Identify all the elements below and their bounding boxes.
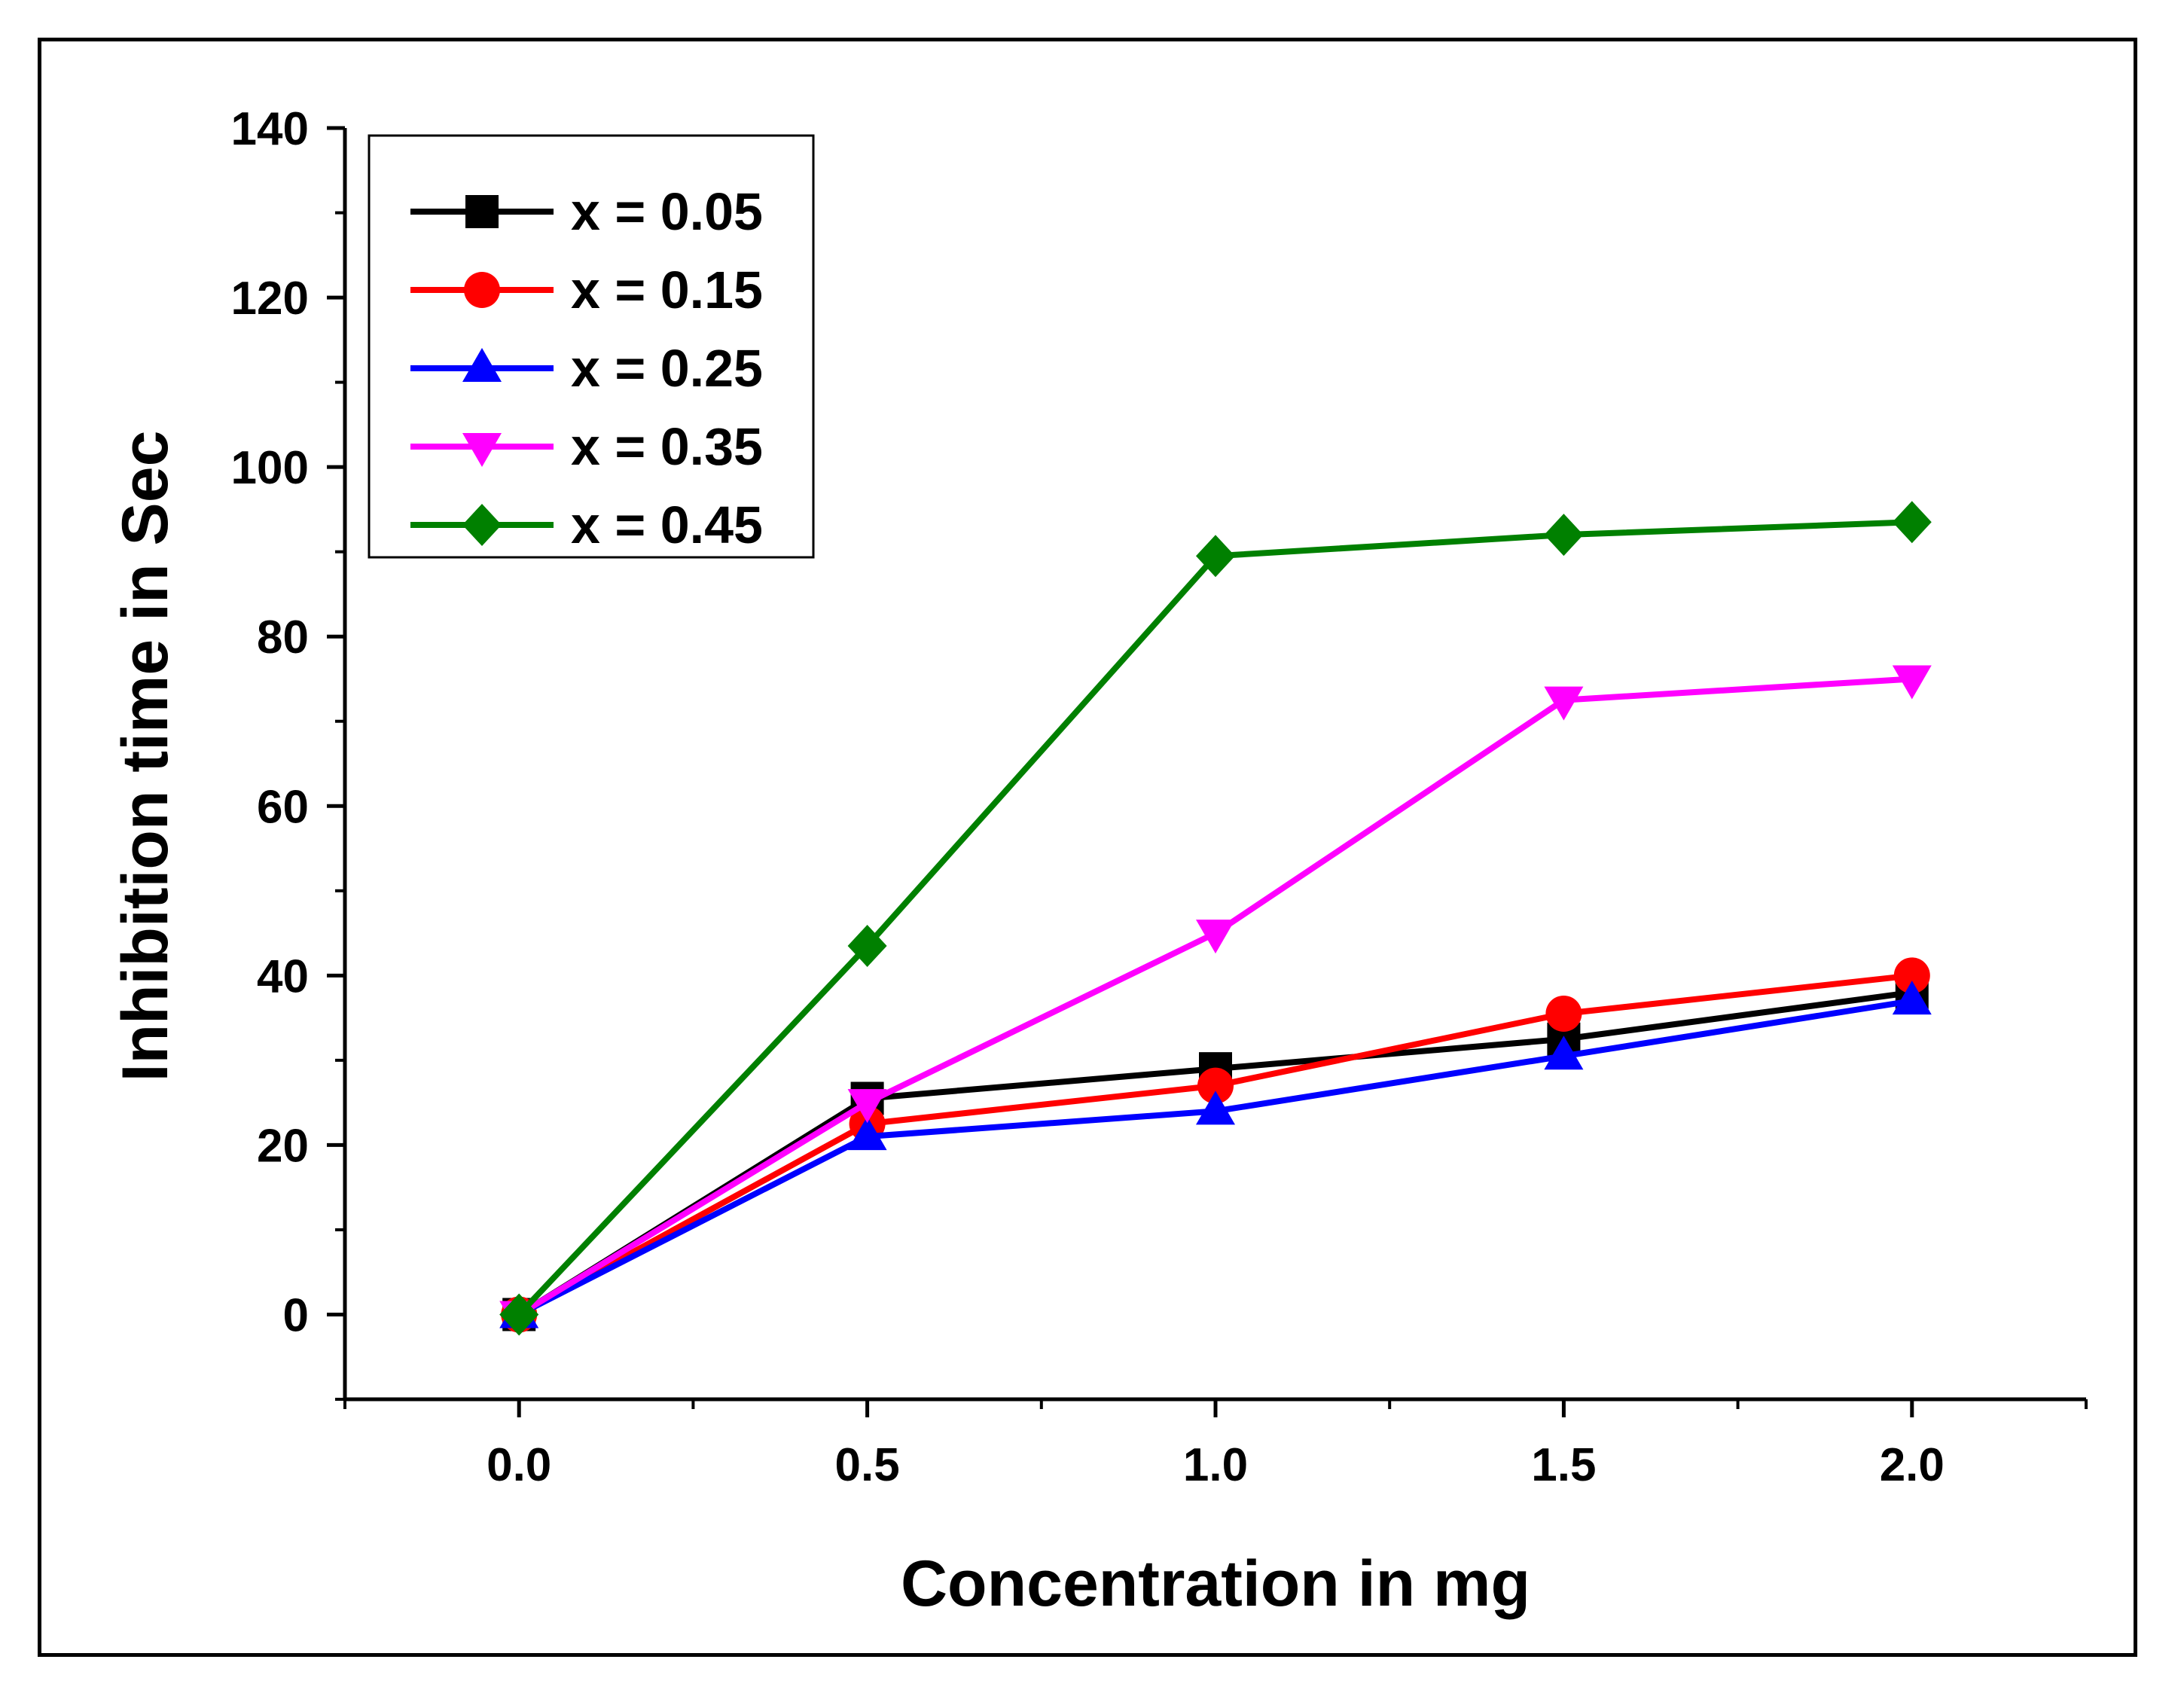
y-tick-label: 0 — [283, 1289, 309, 1341]
data-point — [1893, 957, 1930, 994]
data-point — [1892, 665, 1932, 700]
x-tick-label: 1.5 — [1531, 1439, 1596, 1491]
data-point — [847, 1116, 887, 1151]
legend-item: x = 0.05 — [410, 182, 763, 241]
legend-label: x = 0.05 — [571, 182, 763, 241]
legend-label: x = 0.35 — [571, 417, 763, 476]
legend-marker — [462, 433, 502, 467]
series-2 — [501, 957, 1930, 1333]
data-point — [847, 1089, 887, 1124]
data-point — [847, 924, 887, 967]
legend-item: x = 0.35 — [410, 417, 763, 476]
legend-box — [368, 134, 815, 559]
legend-marker — [464, 272, 500, 308]
y-tick-label: 40 — [257, 950, 309, 1002]
y-tick-label: 80 — [257, 612, 309, 663]
legend-marker — [462, 504, 502, 546]
x-axis-title: Concentration in mg — [901, 1548, 1530, 1620]
legend-item: x = 0.25 — [410, 339, 763, 398]
y-tick-label: 120 — [231, 273, 309, 325]
x-tick-label: 1.0 — [1183, 1439, 1248, 1491]
data-point — [1196, 920, 1235, 954]
y-axis-title: Inhibition time in Sec — [109, 431, 181, 1082]
legend-label: x = 0.25 — [571, 339, 763, 398]
legend: x = 0.05 x = 0.15 x = 0.25 x = 0.35 x = 0.45 — [368, 134, 815, 559]
data-point — [1196, 535, 1235, 578]
y-tick-label: 20 — [257, 1120, 309, 1172]
axes: 0 20 40 60 80 100 120 140 0.0 0.5 1.0 1.5 2.0 — [231, 103, 2088, 1491]
data-point — [499, 1293, 539, 1336]
legend-label: x = 0.45 — [571, 496, 763, 554]
legend-label: x = 0.15 — [571, 261, 763, 319]
legend-item: x = 0.45 — [410, 496, 763, 554]
x-tick-label: 2.0 — [1880, 1439, 1945, 1491]
data-point — [1544, 1036, 1584, 1070]
data-point — [1892, 981, 1932, 1015]
data-point — [1544, 514, 1584, 557]
data-point — [1892, 501, 1932, 544]
series-4 — [499, 665, 1932, 1335]
series-line — [517, 519, 1912, 1317]
data-point — [1545, 995, 1582, 1032]
y-tick-label: 140 — [231, 103, 309, 155]
data-point — [1197, 1067, 1234, 1104]
series-5 — [499, 501, 1932, 1336]
series-line — [517, 972, 1913, 1317]
data-point — [1544, 686, 1584, 721]
series-line — [517, 989, 1913, 1317]
data-point — [1196, 1091, 1235, 1125]
y-tick-label: 60 — [257, 781, 309, 833]
series-layer — [499, 501, 1932, 1336]
legend-marker — [465, 195, 499, 228]
series-line — [517, 998, 1913, 1318]
legend-marker — [462, 348, 502, 382]
x-tick-label: 0.0 — [487, 1439, 551, 1491]
series-3 — [499, 981, 1932, 1328]
y-tick-label: 100 — [231, 442, 309, 494]
x-tick-label: 0.5 — [834, 1439, 899, 1491]
legend-item: x = 0.15 — [410, 261, 763, 319]
